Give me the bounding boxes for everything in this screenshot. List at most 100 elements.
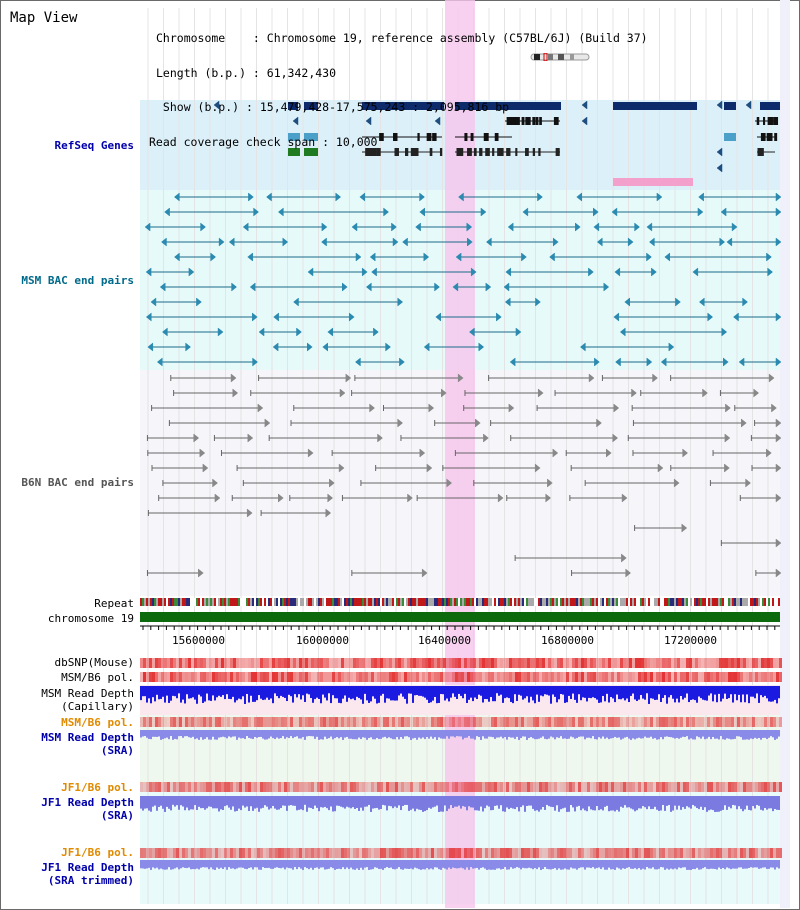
msm-b6-pol-heat xyxy=(302,672,305,682)
jf1-trimmed-depth-bar xyxy=(624,860,626,869)
jf1-trimmed-depth-bar xyxy=(162,860,164,870)
jf1-b6-pol-heat xyxy=(464,782,467,792)
jf1-trimmed-depth-bar xyxy=(410,860,412,869)
dbsnp-heat xyxy=(398,658,401,668)
dbsnp-heat xyxy=(680,658,683,668)
msm-capillary-depth-bar xyxy=(438,686,440,703)
jf1-b6-pol-heat xyxy=(605,782,608,792)
msm-capillary-depth-bar xyxy=(492,686,494,702)
msm-sra-depth-bar xyxy=(548,730,550,739)
repeat-element xyxy=(308,598,310,606)
msm-b6-pol-heat-2 xyxy=(287,717,290,727)
msm-capillary-depth-bar xyxy=(732,686,734,703)
dbsnp-heat xyxy=(437,658,440,668)
refseq-genes-label[interactable]: RefSeq Genes xyxy=(54,139,134,152)
jf1-b6-pol-heat-2 xyxy=(503,848,506,858)
msm-sra-depth-bar xyxy=(352,730,354,740)
jf1-b6-pol-heat xyxy=(689,782,692,792)
repeat-element xyxy=(376,598,378,606)
jf1-trimmed-depth-bar xyxy=(420,860,422,870)
b6n-bac-end xyxy=(775,538,782,548)
jf1-b6-pol-heat xyxy=(497,782,500,792)
dbsnp-heat xyxy=(299,658,302,668)
msm-b6-pol-heat-2 xyxy=(263,717,266,727)
dbsnp-heat xyxy=(263,658,266,668)
msm-b6-pol-heat xyxy=(692,672,695,682)
jf1-b6-pol-heat xyxy=(257,782,260,792)
jf1-b6-pol-heat xyxy=(326,782,329,792)
repeat-element xyxy=(724,598,726,606)
repeat-element xyxy=(524,598,526,606)
jf1-sra-depth-bar xyxy=(770,796,772,809)
dbsnp-heat xyxy=(590,658,593,668)
jf1-b6-pol-heat-2 xyxy=(551,848,554,858)
dbsnp-heat xyxy=(656,658,659,668)
jf1-b6-pol-heat xyxy=(266,782,269,792)
jf1-b6-pol-heat xyxy=(248,782,251,792)
msm-capillary-depth-bar xyxy=(384,686,386,703)
msm-b6-pol-heat-2 xyxy=(587,717,590,727)
dbsnp-heat xyxy=(737,658,740,668)
chromosome-ideogram[interactable] xyxy=(530,53,590,61)
msm-sra-depth-bar xyxy=(296,730,298,737)
msm-sra-depth-bar xyxy=(522,730,524,737)
b6n-bac-end xyxy=(545,493,552,503)
msm-sra-depth-bar xyxy=(576,730,578,739)
msm-b6-pol-heat-2 xyxy=(524,717,527,727)
msm-capillary-depth-bar xyxy=(160,686,162,699)
jf1-b6-pol-heat xyxy=(536,782,539,792)
msm-b6-pol-heat-2 xyxy=(581,717,584,727)
repeat-element xyxy=(324,598,326,606)
msm-bac-end xyxy=(648,237,655,247)
msm-capillary-depth-bar xyxy=(454,686,456,697)
msm-capillary-depth-bar xyxy=(208,686,210,701)
jf1-b6-pol-heat xyxy=(200,782,203,792)
jf1-b6-pol-heat xyxy=(581,782,584,792)
jf1-trimmed-depth-bar xyxy=(464,860,466,870)
msm-b6-pol-heat-2 xyxy=(398,717,401,727)
msm-b6-pol-heat xyxy=(236,672,239,682)
repeat-element xyxy=(184,598,186,606)
b6n-bac-end xyxy=(673,478,680,488)
jf1-sra-depth-bar xyxy=(346,796,348,807)
refseq-gene-block xyxy=(613,102,697,110)
msm-b6-pol-heat xyxy=(617,672,620,682)
msm-capillary-depth-bar xyxy=(258,686,260,696)
msm-sra-depth-bar xyxy=(470,730,472,739)
refseq-gene-block xyxy=(288,133,300,141)
repeat-element xyxy=(564,598,566,606)
msm-capillary-depth-bar xyxy=(392,686,394,701)
jf1-sra-depth-bar xyxy=(592,796,594,811)
msm-bac-end xyxy=(596,237,603,247)
repeat-element xyxy=(386,598,388,606)
repeat-element xyxy=(692,598,694,606)
msm-capillary-depth-bar xyxy=(428,686,430,703)
msm-bac-end-pairs-label[interactable]: MSM BAC end pairs xyxy=(21,274,134,287)
jf1-b6-pol-heat xyxy=(275,782,278,792)
jf1-trimmed-depth-bar xyxy=(396,860,398,869)
jf1-trimmed-depth-bar xyxy=(366,860,368,868)
dbsnp-heat xyxy=(179,658,182,668)
jf1-sra-depth-bar xyxy=(590,796,592,810)
repeat-element xyxy=(252,598,254,606)
jf1-b6-pol-heat-2 xyxy=(521,848,524,858)
refseq-gene-exon xyxy=(499,148,504,156)
jf1-b6-pol-heat-2 xyxy=(647,848,650,858)
msm-b6-pol-heat-2 xyxy=(740,717,743,727)
jf1-sra-depth-bar xyxy=(220,796,222,810)
msm-sra-depth-bar xyxy=(624,730,626,738)
b6n-bac-end-pairs-label[interactable]: B6N BAC end pairs xyxy=(21,476,134,489)
msm-bac-end xyxy=(775,207,782,217)
msm-sra-depth-bar xyxy=(226,730,228,739)
msm-b6-pol-heat-2 xyxy=(677,717,680,727)
msm-b6-pol-heat-2 xyxy=(680,717,683,727)
repeat-element xyxy=(242,598,244,606)
jf1-sra-depth-bar xyxy=(244,796,246,808)
repeat-element xyxy=(372,598,374,606)
msm-b6-pol-heat-2 xyxy=(545,717,548,727)
msm-b6-pol-heat-2 xyxy=(428,717,431,727)
repeat-element xyxy=(634,598,636,606)
msm-capillary-depth-bar xyxy=(548,686,550,696)
jf1-b6-pol-heat-2 xyxy=(308,848,311,858)
